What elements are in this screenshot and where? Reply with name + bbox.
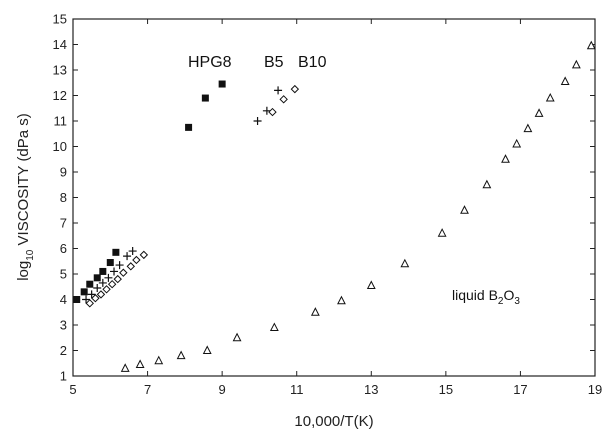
y-tick-label: 6 xyxy=(60,241,67,256)
b5-point xyxy=(274,86,283,95)
liquid-b2o3-point xyxy=(269,322,279,332)
b5-point xyxy=(128,247,137,256)
x-tick-label: 9 xyxy=(219,382,226,397)
y-tick-label: 12 xyxy=(53,88,67,103)
liquid-b2o3-point xyxy=(202,345,212,354)
y-tick-label: 4 xyxy=(60,292,67,307)
data-markers xyxy=(73,40,596,372)
y-tick-label: 14 xyxy=(53,37,67,52)
b5-point xyxy=(82,295,91,304)
liquid-b2o3-point xyxy=(400,258,410,268)
b10-point xyxy=(102,285,111,294)
y-tick-label: 13 xyxy=(53,63,67,78)
liquid-b2o3-point xyxy=(120,363,130,372)
liquid-b2o3-point xyxy=(545,92,555,102)
hpg8-point xyxy=(201,94,209,102)
liquid-b2o3-point xyxy=(176,350,186,360)
liquid-b2o3-point xyxy=(586,40,596,50)
b10-point xyxy=(107,279,117,289)
hpg8-point xyxy=(106,259,114,267)
hpg8-point xyxy=(185,123,193,131)
hpg8-point xyxy=(73,296,81,303)
b10-point xyxy=(139,250,149,260)
y-tick-label: 8 xyxy=(60,190,67,205)
b5-point xyxy=(110,267,119,276)
b10-point xyxy=(132,255,141,265)
b5-point xyxy=(93,284,102,293)
b5-point xyxy=(87,290,96,299)
b5-point xyxy=(98,278,107,287)
y-tick-label: 11 xyxy=(54,114,68,129)
liquid-b2o3-point xyxy=(135,359,145,369)
plot-frame xyxy=(72,18,596,377)
y-tick-label: 9 xyxy=(60,165,67,180)
b10-point xyxy=(279,95,288,104)
annotation-b10: B10 xyxy=(298,54,327,71)
b5-point xyxy=(104,273,113,282)
b10-point xyxy=(96,290,106,299)
b5-point xyxy=(123,252,132,261)
y-tick-label: 3 xyxy=(60,318,67,333)
x-tick-label: 15 xyxy=(439,382,453,397)
b5-point xyxy=(253,117,262,125)
hpg8-point xyxy=(80,288,88,296)
x-tick-label: 19 xyxy=(588,382,602,397)
liquid-b2o3-point xyxy=(501,154,510,163)
b10-point xyxy=(119,268,128,277)
annotation-liquid-b2o3: liquid B2O3 xyxy=(452,287,520,307)
b10-point xyxy=(85,299,94,308)
annotation-hpg8: HPG8 xyxy=(188,54,232,71)
y-tick-label: 15 xyxy=(53,12,67,27)
liquid-b2o3-point xyxy=(482,179,492,189)
liquid-b2o3-point xyxy=(337,295,346,305)
annotation-b5: B5 xyxy=(264,54,284,71)
b10-point xyxy=(126,262,136,271)
liquid-b2o3-point xyxy=(232,332,242,342)
b10-point xyxy=(113,274,122,284)
y-tick-label: 2 xyxy=(60,343,67,358)
x-tick-label: 7 xyxy=(144,382,151,397)
y-tick-label: 7 xyxy=(60,216,67,231)
hpg8-point xyxy=(218,80,226,88)
x-tick-label: 11 xyxy=(290,382,304,397)
b10-point xyxy=(290,84,300,94)
y-tick-label: 10 xyxy=(53,139,67,154)
y-axis-title: log10 VISCOSITY (dPa s) xyxy=(15,113,36,281)
liquid-b2o3-point xyxy=(154,355,164,365)
x-tick-label: 13 xyxy=(364,382,378,397)
b10-point xyxy=(91,294,100,303)
liquid-b2o3-point xyxy=(560,76,570,85)
hpg8-point xyxy=(93,274,101,282)
liquid-b2o3-point xyxy=(571,59,581,69)
liquid-b2o3-point xyxy=(366,280,376,289)
b5-point xyxy=(115,261,124,270)
x-axis-title: 10,000/T(K) xyxy=(294,413,373,430)
liquid-b2o3-point xyxy=(437,228,447,237)
hpg8-point xyxy=(112,248,120,256)
hpg8-point xyxy=(86,280,94,288)
y-tick-label: 1 xyxy=(60,369,67,384)
liquid-b2o3-point xyxy=(512,138,522,148)
liquid-b2o3-point xyxy=(310,307,320,316)
b10-point xyxy=(268,107,277,117)
liquid-b2o3-point xyxy=(460,205,469,214)
x-tick-label: 5 xyxy=(69,382,76,397)
y-tick-label: 5 xyxy=(60,267,67,282)
liquid-b2o3-point xyxy=(534,108,544,117)
hpg8-point xyxy=(99,267,107,275)
x-tick-label: 17 xyxy=(513,382,527,397)
liquid-b2o3-point xyxy=(523,123,533,133)
